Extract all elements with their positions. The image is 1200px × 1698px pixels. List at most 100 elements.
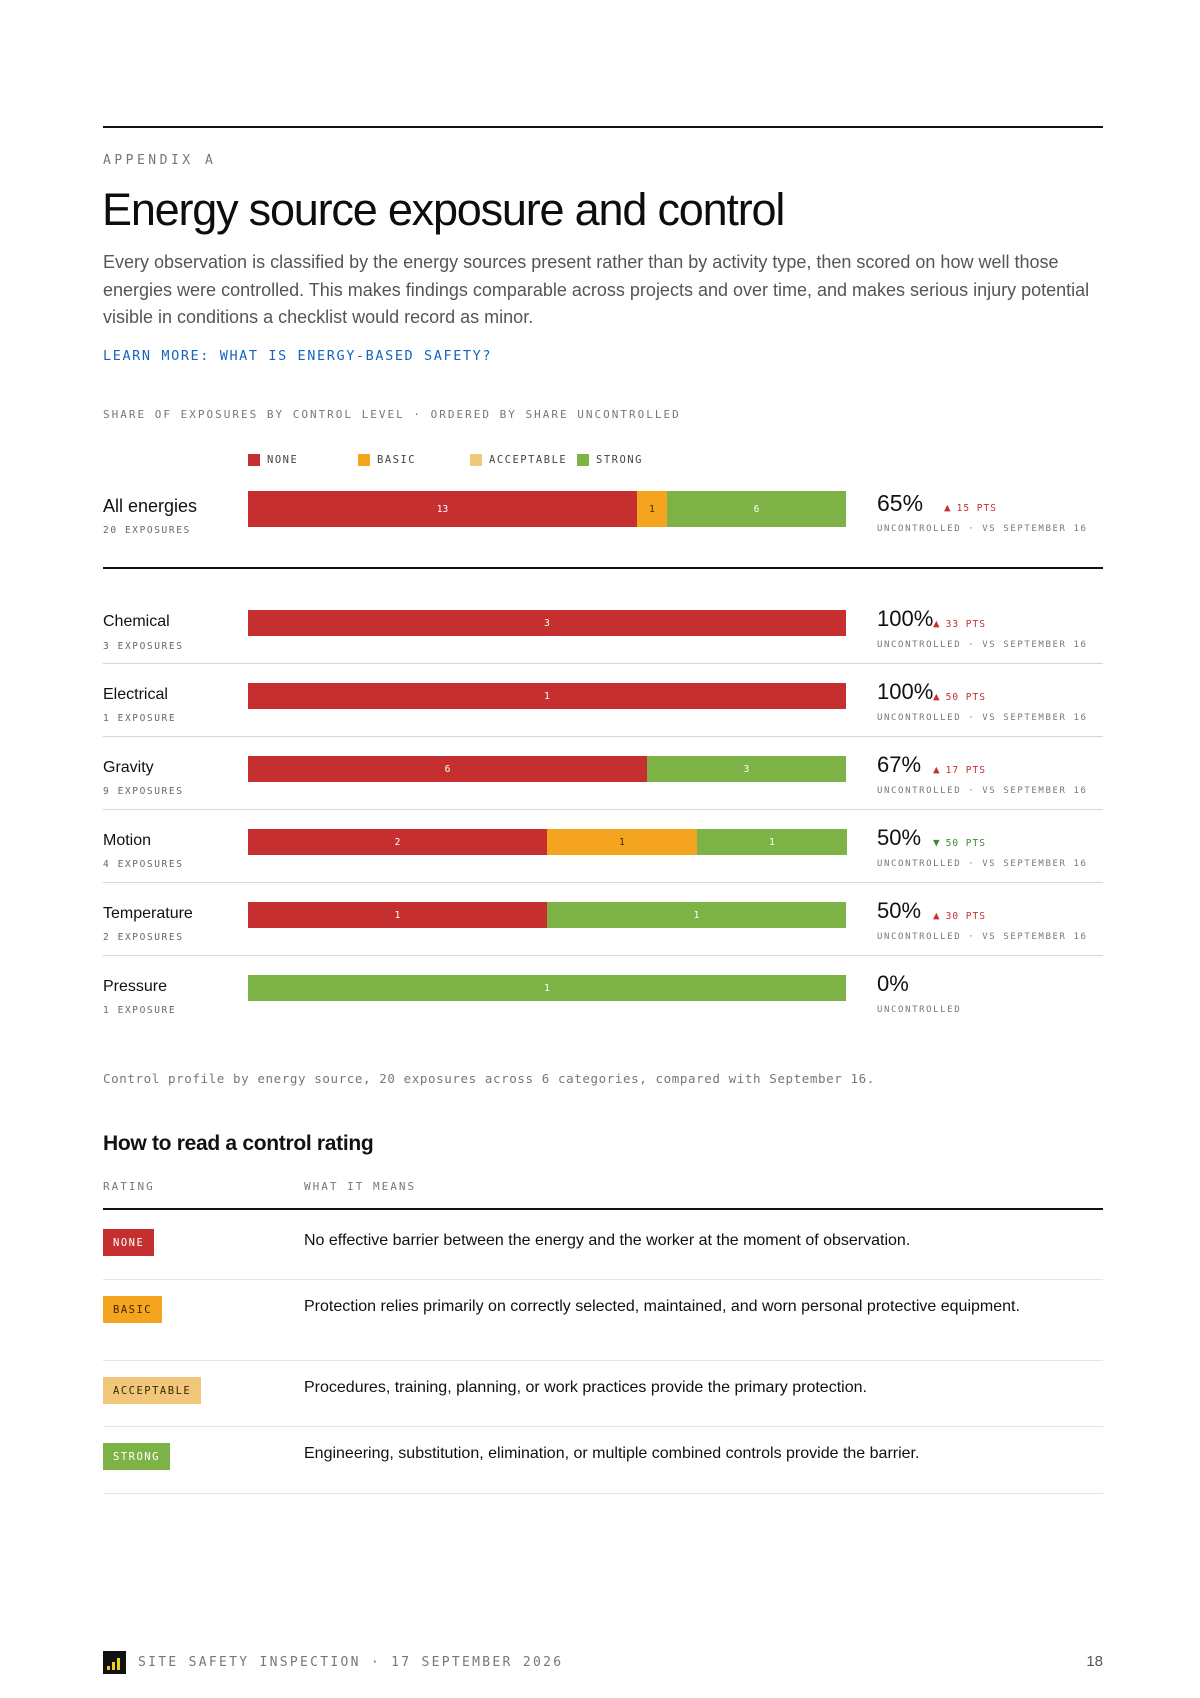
row-exposures-temperature: 2 EXPOSURES bbox=[103, 932, 184, 943]
legend-label-none: NONE bbox=[267, 454, 299, 466]
row-name-motion: Motion bbox=[103, 832, 152, 849]
rating-meaning-strong: Engineering, substitution, elimination, … bbox=[304, 1445, 920, 1462]
note-electrical: UNCONTROLLED · VS SEPTEMBER 16 bbox=[877, 713, 1088, 723]
total-row-exposures: 20 EXPOSURES bbox=[103, 525, 191, 536]
row-exposures-motion: 4 EXPOSURES bbox=[103, 859, 184, 870]
learn-more-link[interactable]: LEARN MORE: WHAT IS ENERGY-BASED SAFETY? bbox=[103, 348, 493, 364]
total-row-name: All energies bbox=[103, 496, 198, 516]
rating-meaning-acceptable: Procedures, training, planning, or work … bbox=[304, 1379, 867, 1396]
col-header-rating: RATING bbox=[103, 1180, 155, 1193]
note-temperature: UNCONTROLLED · VS SEPTEMBER 16 bbox=[877, 932, 1088, 942]
note-gravity: UNCONTROLLED · VS SEPTEMBER 16 bbox=[877, 786, 1088, 796]
brand-logo-icon bbox=[103, 1651, 126, 1674]
legend-label-acceptable: ACCEPTABLE bbox=[489, 454, 568, 466]
bar-segment-strong bbox=[667, 491, 846, 527]
bar-segment-none bbox=[248, 610, 846, 636]
bar-segment-strong bbox=[547, 902, 846, 928]
bar-segment-label-strong: 3 bbox=[743, 763, 750, 775]
rating-badge-acceptable: ACCEPTABLE bbox=[103, 1377, 202, 1404]
delta-chemical: ▲ 33 PTS bbox=[933, 617, 986, 630]
rating-badge-none: NONE bbox=[103, 1229, 155, 1256]
delta-gravity: ▲ 17 PTS bbox=[933, 763, 986, 776]
row-name-temperature: Temperature bbox=[103, 905, 193, 922]
note-pressure: UNCONTROLLED bbox=[877, 1005, 962, 1015]
bar-segment-label-none: 1 bbox=[394, 909, 401, 921]
note-chemical: UNCONTROLLED · VS SEPTEMBER 16 bbox=[877, 640, 1088, 650]
row-divider bbox=[103, 809, 1103, 810]
bar-segment-label-none: 3 bbox=[544, 617, 550, 629]
total-divider bbox=[103, 567, 1103, 569]
row-name-pressure: Pressure bbox=[103, 978, 168, 995]
rating-meaning-basic: Protection relies primarily on correctly… bbox=[304, 1298, 1020, 1315]
delta-text: 33 PTS bbox=[945, 619, 986, 630]
bar-segment-basic bbox=[547, 829, 697, 855]
row-divider bbox=[103, 736, 1103, 737]
bar-segment-none bbox=[248, 829, 547, 855]
total-stacked-bar: 13 1 6 bbox=[248, 491, 846, 527]
delta-arrow-icon: ▲ bbox=[933, 909, 941, 922]
table-row-divider bbox=[103, 1426, 1103, 1427]
delta-electrical: ▲ 50 PTS bbox=[933, 690, 986, 703]
page-number: 18 bbox=[1086, 1653, 1103, 1670]
legend-item-basic: BASIC bbox=[358, 453, 416, 467]
note-motion: UNCONTROLLED · VS SEPTEMBER 16 bbox=[877, 859, 1088, 869]
delta-temperature: ▲ 30 PTS bbox=[933, 909, 986, 922]
row-divider bbox=[103, 955, 1103, 956]
bar-segment-label-basic: 1 bbox=[649, 503, 655, 515]
bar-segment-label-strong: 1 bbox=[769, 836, 775, 848]
delta-arrow-icon: ▲ bbox=[933, 763, 941, 776]
top-rule bbox=[103, 126, 1103, 128]
row-exposures-electrical: 1 EXPOSURE bbox=[103, 713, 177, 724]
row-exposures-gravity: 9 EXPOSURES bbox=[103, 786, 184, 797]
bar-segment-strong bbox=[248, 975, 846, 1001]
row-name-chemical: Chemical bbox=[103, 613, 170, 630]
col-header-meaning: WHAT IT MEANS bbox=[304, 1180, 417, 1193]
legend-item-acceptable: ACCEPTABLE bbox=[470, 453, 567, 467]
total-delta: ▲ 15 PTS bbox=[944, 501, 997, 514]
rating-badge-basic: BASIC bbox=[103, 1296, 163, 1323]
total-uncontrolled-pct: 65% bbox=[877, 490, 924, 516]
footer-document-label: SITE SAFETY INSPECTION · 17 SEPTEMBER 20… bbox=[138, 1655, 564, 1670]
table-header-rule bbox=[103, 1208, 1103, 1210]
legend-swatch-acceptable bbox=[470, 454, 482, 466]
chart-caption: SHARE OF EXPOSURES BY CONTROL LEVEL · OR… bbox=[103, 408, 681, 421]
stacked-bar-pressure: 1 bbox=[248, 975, 846, 1001]
table-row-divider bbox=[103, 1493, 1103, 1494]
bar-segment-label-strong: 1 bbox=[544, 982, 550, 994]
bar-segment-label-none: 2 bbox=[394, 836, 401, 848]
bar-segment-label-basic: 1 bbox=[619, 836, 625, 848]
intro-paragraph: Every observation is classified by the e… bbox=[103, 252, 1090, 327]
bar-segment-label-strong: 6 bbox=[753, 503, 760, 515]
delta-arrow-icon: ▲ bbox=[944, 501, 952, 514]
delta-arrow-icon: ▲ bbox=[933, 690, 941, 703]
legend-swatch-none bbox=[248, 454, 260, 466]
bar-segment-none bbox=[248, 683, 846, 709]
legend-label-strong: STRONG bbox=[596, 454, 643, 466]
bar-segment-label-strong: 1 bbox=[693, 909, 700, 921]
page-title: Energy source exposure and control bbox=[102, 184, 785, 235]
total-note: UNCONTROLLED · VS SEPTEMBER 16 bbox=[877, 524, 1088, 534]
bar-segment-none bbox=[248, 491, 637, 527]
pct-electrical: 100% bbox=[877, 679, 934, 704]
rating-badge-strong: STRONG bbox=[103, 1443, 170, 1470]
appendix-label: APPENDIX A bbox=[103, 153, 217, 168]
legend-swatch-basic bbox=[358, 454, 370, 466]
delta-text: 15 PTS bbox=[956, 503, 997, 514]
legend-item-strong: STRONG bbox=[577, 453, 643, 467]
stacked-bar-motion: 2 1 1 bbox=[248, 829, 847, 855]
bar-segment-none bbox=[248, 756, 647, 782]
pct-chemical: 100% bbox=[877, 606, 934, 631]
delta-arrow-icon: ▼ bbox=[933, 836, 941, 849]
pct-gravity: 67% bbox=[877, 752, 922, 777]
delta-text: 17 PTS bbox=[945, 765, 986, 776]
bar-segment-strong bbox=[647, 756, 846, 782]
figure-caption: Control profile by energy source, 20 exp… bbox=[103, 1071, 875, 1086]
stacked-bar-electrical: 1 bbox=[248, 683, 846, 709]
bar-segment-label-none: 1 bbox=[544, 690, 550, 702]
rating-meaning-none: No effective barrier between the energy … bbox=[304, 1232, 911, 1249]
delta-text: 50 PTS bbox=[945, 838, 986, 849]
row-exposures-chemical: 3 EXPOSURES bbox=[103, 641, 184, 652]
rating-guide-title: How to read a control rating bbox=[103, 1132, 374, 1155]
